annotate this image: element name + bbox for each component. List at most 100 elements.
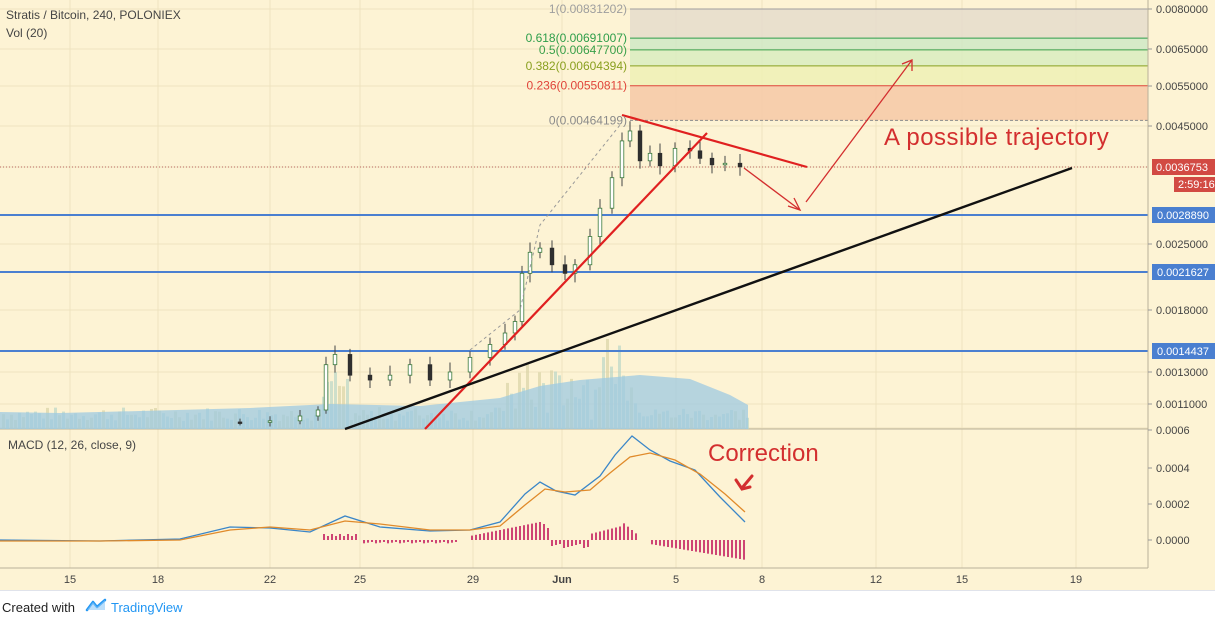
candles — [237, 121, 743, 427]
last-price-label: 0.0036753 — [1156, 162, 1208, 174]
price-chart[interactable]: 0.0080000 0.0065000 0.0055000 0.0045000 0.00… — [0, 0, 1215, 590]
candle-body — [672, 147, 678, 167]
level-badge — [1152, 343, 1215, 359]
candle-body — [562, 264, 568, 274]
time-tick-label: 15 — [956, 574, 968, 586]
candle-body — [627, 130, 633, 142]
fib-label-0: 1(0.00831202) — [549, 2, 627, 16]
price-tick-label: 0.0055000 — [1156, 81, 1208, 93]
falling-red-trendline — [621, 113, 808, 169]
candle-body — [347, 354, 353, 376]
candle-body — [637, 130, 643, 162]
candle-body — [332, 354, 338, 366]
fib-label-2: 0.5(0.00647700) — [539, 43, 627, 57]
correction-annotation: Correction — [708, 440, 819, 467]
arrow-down-head — [787, 197, 802, 212]
candle-body — [407, 364, 413, 376]
candle-body — [512, 321, 518, 334]
candle-body — [609, 177, 615, 209]
candle-body — [427, 364, 433, 381]
arrow-up-line — [805, 59, 913, 203]
price-tick-label: 0.0025000 — [1156, 239, 1208, 251]
candle-body — [549, 247, 555, 266]
trajectory-arrows — [734, 59, 913, 491]
candle-body — [587, 236, 593, 266]
signal-line — [0, 452, 746, 542]
symbol-title: Stratis / Bitcoin, 240, POLONIEX — [6, 8, 181, 22]
time-tick-label: 25 — [354, 574, 366, 586]
price-axis-bg — [1148, 0, 1215, 590]
candle-body — [737, 162, 743, 168]
trendlines — [344, 113, 1073, 431]
countdown-badge — [1174, 177, 1215, 192]
candle-body — [237, 421, 243, 424]
macd-tick-label: 0.0004 — [1156, 463, 1190, 475]
price-tick-label: 0.0080000 — [1156, 4, 1208, 16]
time-tick-label: 29 — [467, 574, 479, 586]
time-tick-label: 22 — [264, 574, 276, 586]
zigzag-dashed-line — [469, 124, 621, 351]
volume-bar — [334, 372, 337, 429]
candle-body — [647, 152, 653, 162]
candle-body — [267, 420, 273, 423]
fib-zone-3 — [630, 65, 1148, 86]
macd-tick-label: 0.0002 — [1156, 499, 1190, 511]
level-badge-label: 0.0028890 — [1157, 210, 1209, 222]
macd-tick-label: 0.0000 — [1156, 535, 1190, 547]
price-tick-label: 0.0011000 — [1156, 399, 1207, 411]
macd-tick-label: 0.0006 — [1156, 425, 1190, 437]
candle-body — [657, 152, 663, 167]
candle-body — [597, 207, 603, 237]
macd-indicator-label: MACD (12, 26, close, 9) — [8, 438, 137, 452]
time-tick-label: Jun — [552, 574, 572, 586]
candle-body — [709, 157, 715, 166]
candle-body — [519, 272, 525, 322]
horizontal-levels — [0, 214, 1148, 352]
candle-body — [387, 374, 393, 381]
tradingview-brand[interactable]: TradingView — [110, 600, 183, 615]
volume-bar — [346, 378, 349, 429]
fibonacci-labels: 1(0.00831202) 0.618(0.00691007)0.5(0.0064… — [526, 2, 627, 127]
candle-body — [323, 364, 329, 411]
macd-pane — [0, 435, 746, 560]
volume-indicator-label: Vol (20) — [6, 26, 48, 40]
last-price-badge — [1152, 159, 1215, 175]
countdown-label: 2:59:16 — [1178, 179, 1215, 191]
trajectory-annotation: A possible trajectory — [884, 124, 1110, 151]
candle-body — [297, 415, 303, 422]
candle-body — [722, 162, 728, 166]
arrow-up-head — [901, 59, 913, 71]
rising-red-trendline — [424, 132, 708, 430]
price-tick-label: 0.0013000 — [1156, 367, 1208, 379]
candle-body — [537, 247, 543, 253]
candle-body — [315, 409, 321, 417]
time-tick-label: 12 — [870, 574, 882, 586]
footer: Created with TradingView — [0, 590, 1215, 624]
arrow-down-line — [743, 167, 801, 211]
candle-body — [467, 356, 473, 373]
time-tick-label: 5 — [673, 574, 679, 586]
fib-label-1: 0.618(0.00691007) — [526, 31, 627, 45]
candle-body — [527, 251, 533, 274]
time-tick-label: 18 — [152, 574, 164, 586]
level-badge — [1152, 264, 1215, 280]
correction-arrow-icon — [734, 474, 754, 491]
level-badge-label: 0.0021627 — [1157, 267, 1209, 279]
fib-label-5: 0(0.00464199) — [549, 113, 627, 127]
volume-ma-area — [0, 375, 748, 429]
fib-label-3: 0.382(0.00604394) — [526, 59, 627, 73]
created-with-text: Created with — [2, 600, 75, 615]
price-tick-label: 0.0045000 — [1156, 121, 1208, 133]
fib-zone-0 — [630, 9, 1148, 39]
time-tick-label: 8 — [759, 574, 765, 586]
fibonacci-zones — [0, 8, 1148, 168]
level-badge — [1152, 207, 1215, 223]
level-badge-label: 0.0014437 — [1157, 346, 1209, 358]
tradingview-logo-icon[interactable] — [85, 598, 107, 617]
time-tick-label: 15 — [64, 574, 76, 586]
axes: 0.0080000 0.0065000 0.0055000 0.0045000 0.00… — [64, 0, 1215, 590]
candle-body — [697, 150, 703, 159]
candle-body — [487, 344, 493, 358]
fib-zone-2 — [630, 49, 1148, 66]
time-tick-label: 19 — [1070, 574, 1082, 586]
